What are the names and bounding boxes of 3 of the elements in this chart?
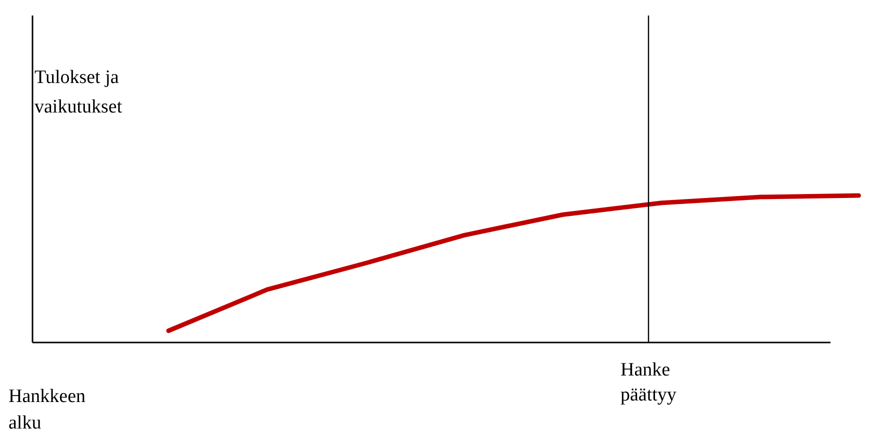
text: Hanke päättyy	[620, 360, 677, 406]
text: Hankkeen alku	[8, 386, 86, 434]
y-axis-title: Tulokset ja vaikutukset	[34, 67, 123, 118]
